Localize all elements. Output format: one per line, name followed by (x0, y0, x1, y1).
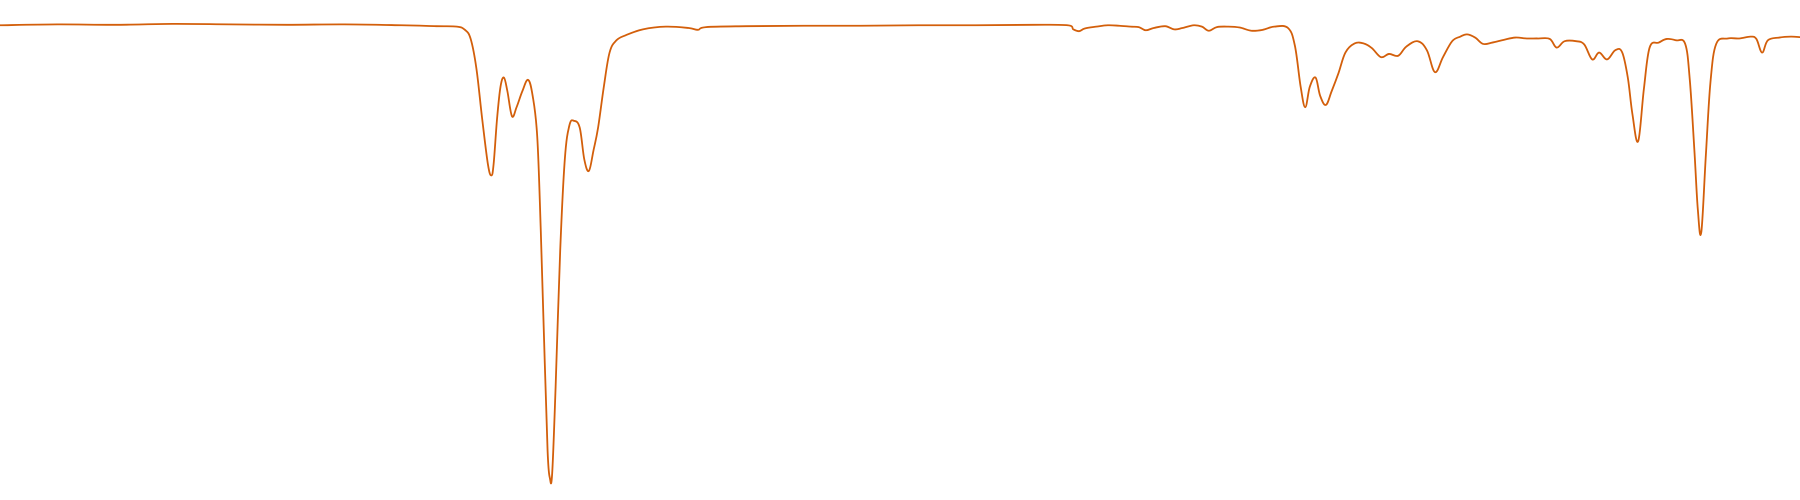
point-layer (0, 23, 1800, 478)
series-line (0, 22, 1800, 485)
series-layer (0, 22, 1800, 485)
